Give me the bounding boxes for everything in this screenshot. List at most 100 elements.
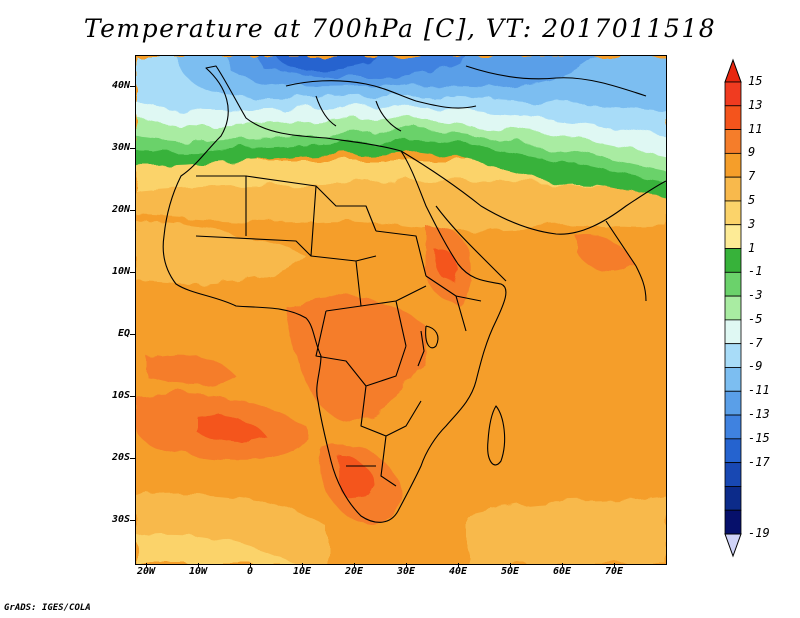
lat-label-10s: 10S [111,390,130,401]
field-11-13-arabian-sea [576,235,636,274]
field-11-13-congo [286,295,428,422]
colorbar-swatch [724,343,742,368]
colorbar-bottom-arrow [724,533,742,558]
colorbar-swatch [724,248,742,273]
colorbar-tick-label: -15 [748,430,770,445]
arabia-coastline [400,150,666,235]
lon-tick [458,563,459,567]
colorbar-swatch [724,462,742,487]
lat-tick [130,520,135,521]
colorbar-tick-label: -11 [748,383,770,398]
lon-label-40e: 40E [448,566,468,577]
field-13-15-south-africa [336,455,376,502]
lat-label-30s: 30S [111,514,130,525]
lon-tick [614,563,615,567]
colorbar-swatch [724,486,742,511]
lat-tick [130,148,135,149]
colorbar-tick-label: -7 [748,335,763,350]
lat-label-10n: 10N [111,266,130,277]
colorbar-swatch [724,152,742,178]
colorbar-tick-label: -13 [748,407,770,422]
colorbar-tick-label: 3 [748,216,756,231]
field-11-13-gulf [146,352,236,386]
field-neg15-neg13 [276,56,376,68]
lon-label-10e: 10E [292,566,312,577]
lon-label-20e: 20E [344,566,364,577]
colorbar-swatch [724,509,742,535]
colorbar-tick-label: 1 [748,240,756,255]
lat-tick [130,210,135,211]
credit-text: GrADS: IGES/COLA [4,603,91,613]
lon-tick [250,563,251,567]
lon-label-30e: 30E [396,566,416,577]
lat-tick [130,396,135,397]
colorbar-swatch [724,438,742,464]
lon-tick [406,563,407,567]
colorbar-swatch [724,200,742,226]
lat-label-20n: 20N [111,204,130,215]
lon-label-70e: 70E [604,566,624,577]
field-7-9-west [136,221,306,284]
field-7-9-southeast [466,496,666,564]
colorbar-tick-label: -3 [748,288,763,303]
lat-label-20s: 20S [111,452,130,463]
lon-tick [146,563,147,567]
mediterranean-coastline [285,80,477,109]
colorbar-tick-label: 5 [748,192,756,207]
field-13-15-ethiopia [436,250,457,282]
colorbar-tick-label: 7 [748,169,756,184]
lon-tick [354,563,355,567]
colorbar-tick-label: 15 [748,74,763,88]
country-borders [195,175,482,487]
lon-tick [302,563,303,567]
india-coastline [605,220,647,302]
temperature-map [135,55,667,565]
lon-tick [198,563,199,567]
colorbar-tick-label: -17 [748,454,770,469]
lat-tick [130,86,135,87]
peninsula-coastline [315,95,402,132]
colorbar-tick-label: 13 [748,97,763,112]
colorbar-swatch [724,319,742,345]
great-lakes [417,325,439,367]
colorbar-swatch [724,414,742,440]
lon-label-10w: 10W [188,566,208,577]
colorbar-swatch [724,367,742,392]
colorbar-swatch [724,129,742,154]
colorbar [724,58,742,558]
black-sea-caspian-coastline [465,65,647,97]
lat-label-40n: 40N [111,80,130,91]
lat-label-30n: 30N [111,142,130,153]
lat-tick [130,458,135,459]
africa-coastline [162,65,507,523]
colorbar-swatch [724,81,742,107]
colorbar-swatch [724,271,742,297]
lon-tick [510,563,511,567]
temperature-field [136,56,666,564]
lon-label-50e: 50E [500,566,520,577]
lat-label-eq: EQ [117,328,130,339]
colorbar-top-arrow [724,58,742,83]
madagascar-coastline [487,405,506,466]
lon-label-20w: 20W [136,566,156,577]
colorbar-tick-label: -5 [748,311,763,326]
colorbar-tick-label: -9 [748,359,763,374]
colorbar-swatch [724,295,742,321]
coastlines [162,65,666,523]
lat-tick [130,334,135,335]
lon-label-60e: 60E [552,566,572,577]
field-13-15-atlantic [196,414,266,442]
red-sea-coastline [435,205,507,282]
colorbar-tick-label: -19 [748,526,770,540]
field-5-7-south [136,533,296,564]
colorbar-tick-label: 11 [748,121,763,136]
colorbar-swatch [724,390,742,416]
lon-label-0: 0 [246,566,254,577]
lat-tick [130,272,135,273]
colorbar-swatch [724,176,742,202]
map-title: Temperature at 700hPa [C], VT: 201701151… [83,14,717,43]
colorbar-swatch [724,224,742,249]
lon-tick [562,563,563,567]
colorbar-tick-label: -1 [748,264,763,279]
colorbar-tick-label: 9 [748,145,756,160]
